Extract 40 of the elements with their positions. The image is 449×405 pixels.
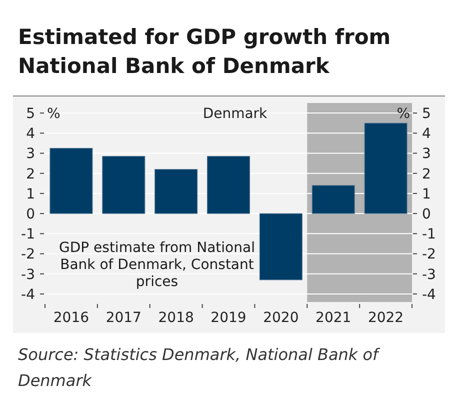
y2-tick-label: -1 [422,226,436,243]
y2-tick-label: -2 [422,246,436,263]
source-note: Source: Statistics Denmark, National Bank of Denmark [18,345,381,390]
bar [206,156,250,214]
y-tick-label: 4 [26,126,36,142]
y-tick-label: -3 [21,266,35,283]
y2-tick-label: 2 [422,166,431,182]
y2-tick-label: 3 [422,146,431,162]
y-axis-title: % [47,106,60,122]
y-tick-label: -2 [21,246,35,263]
x-tick-label: 2020 [263,310,299,326]
x-tick-label: 2017 [106,310,142,326]
x-tick-label: 2019 [210,310,246,326]
y2-tick-label: -4 [422,286,436,303]
y2-tick-label: 5 [422,106,431,122]
x-tick-label: 2021 [316,310,352,326]
chart-title: Estimated for GDP growth from National Bank of Denmark [18,25,391,78]
bar [50,148,93,214]
y2-tick-label: 1 [422,186,431,202]
bar [259,213,302,280]
y2-tick-label: 4 [422,126,431,142]
y-tick-label: 1 [26,186,35,202]
x-tick-label: 2018 [158,310,194,326]
bar [364,122,408,214]
y-tick-label: 0 [26,206,35,222]
y2-tick-label: -3 [422,266,436,283]
bar [312,185,355,214]
bar [102,156,146,214]
y-tick-label: 3 [26,146,35,162]
annotation: GDP estimate from National Bank of Denmark, Constant prices [59,240,255,290]
x-tick-label: 2022 [368,310,404,326]
y-tick-label: 5 [26,106,35,122]
y2-tick-label: 0 [422,206,431,222]
y2-axis-title: % [396,106,410,122]
y-tick-label: -1 [21,226,35,243]
y-tick-label: 2 [26,166,35,182]
annotation: Denmark [202,106,268,122]
x-tick-label: 2016 [53,310,90,326]
y-tick-label: -4 [21,286,36,303]
bar [154,169,198,214]
